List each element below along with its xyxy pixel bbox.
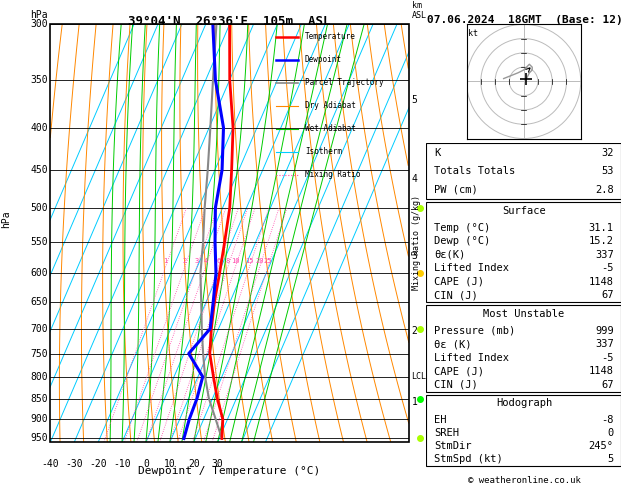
- Text: 900: 900: [30, 414, 48, 424]
- Text: 600: 600: [30, 268, 48, 278]
- Text: Lifted Index: Lifted Index: [434, 263, 509, 273]
- Text: 300: 300: [30, 19, 48, 29]
- Text: Dry Adiabat: Dry Adiabat: [305, 101, 356, 110]
- Text: 999: 999: [595, 326, 614, 336]
- Text: 400: 400: [30, 122, 48, 133]
- Text: 3: 3: [411, 251, 418, 261]
- Text: Mixing Ratio (g/kg): Mixing Ratio (g/kg): [412, 195, 421, 291]
- Text: 6: 6: [216, 258, 220, 264]
- Text: 20: 20: [255, 258, 264, 264]
- Text: Lifted Index: Lifted Index: [434, 353, 509, 363]
- Text: 1: 1: [164, 258, 167, 264]
- Text: θε (K): θε (K): [434, 339, 472, 349]
- Text: EH: EH: [434, 415, 447, 425]
- Text: 950: 950: [30, 434, 48, 444]
- Text: 5: 5: [608, 454, 614, 465]
- Text: 550: 550: [30, 237, 48, 247]
- Bar: [426, 143, 621, 199]
- Text: 67: 67: [601, 290, 614, 300]
- Text: -20: -20: [89, 459, 107, 469]
- Text: hPa: hPa: [30, 10, 48, 20]
- Text: 10: 10: [231, 258, 240, 264]
- Text: -5: -5: [601, 263, 614, 273]
- Bar: [426, 306, 621, 392]
- Text: Hodograph: Hodograph: [496, 399, 552, 408]
- Text: 31.1: 31.1: [589, 223, 614, 233]
- Text: 39°04'N  26°36'E  105m  ASL: 39°04'N 26°36'E 105m ASL: [128, 15, 331, 28]
- Text: Temperature: Temperature: [305, 33, 356, 41]
- Text: 25: 25: [264, 258, 272, 264]
- Text: K: K: [434, 148, 440, 157]
- Text: 1: 1: [411, 398, 418, 407]
- Text: Most Unstable: Most Unstable: [483, 309, 565, 319]
- Text: StmSpd (kt): StmSpd (kt): [434, 454, 503, 465]
- Text: 1148: 1148: [589, 277, 614, 287]
- Text: 650: 650: [30, 297, 48, 307]
- Text: 0: 0: [143, 459, 149, 469]
- Text: 3: 3: [194, 258, 199, 264]
- Text: 0: 0: [608, 428, 614, 438]
- Text: CIN (J): CIN (J): [434, 290, 478, 300]
- Text: 07.06.2024  18GMT  (Base: 12): 07.06.2024 18GMT (Base: 12): [427, 15, 623, 25]
- Text: PW (cm): PW (cm): [434, 185, 478, 195]
- Text: Pressure (mb): Pressure (mb): [434, 326, 516, 336]
- Text: 450: 450: [30, 165, 48, 175]
- Text: SREH: SREH: [434, 428, 459, 438]
- Text: 337: 337: [595, 339, 614, 349]
- Text: © weatheronline.co.uk: © weatheronline.co.uk: [467, 476, 581, 485]
- Text: 350: 350: [30, 75, 48, 85]
- Text: 2.8: 2.8: [595, 185, 614, 195]
- Text: 2: 2: [182, 258, 187, 264]
- Text: 5: 5: [411, 95, 418, 104]
- Text: Mixing Ratio: Mixing Ratio: [305, 170, 360, 179]
- Text: 15: 15: [245, 258, 253, 264]
- Text: 20: 20: [188, 459, 199, 469]
- Text: StmDir: StmDir: [434, 441, 472, 451]
- Text: kt: kt: [468, 29, 478, 37]
- Text: 4: 4: [411, 174, 418, 185]
- Text: 750: 750: [30, 348, 48, 359]
- Text: Temp (°C): Temp (°C): [434, 223, 491, 233]
- Text: -10: -10: [113, 459, 131, 469]
- Text: 245°: 245°: [589, 441, 614, 451]
- Text: -40: -40: [42, 459, 59, 469]
- Text: 32: 32: [601, 148, 614, 157]
- Text: -30: -30: [65, 459, 83, 469]
- Text: 15.2: 15.2: [589, 236, 614, 246]
- Text: 67: 67: [601, 380, 614, 390]
- Text: 337: 337: [595, 250, 614, 260]
- Text: 500: 500: [30, 203, 48, 213]
- Text: Dewpoint: Dewpoint: [305, 55, 342, 64]
- Text: 800: 800: [30, 372, 48, 382]
- Text: 10: 10: [164, 459, 175, 469]
- Text: CAPE (J): CAPE (J): [434, 366, 484, 376]
- Text: Wet Adiabat: Wet Adiabat: [305, 124, 356, 133]
- Text: 53: 53: [601, 166, 614, 176]
- Text: LCL: LCL: [411, 372, 426, 381]
- Text: Dewp (°C): Dewp (°C): [434, 236, 491, 246]
- Text: 8: 8: [226, 258, 230, 264]
- Text: km
ASL: km ASL: [411, 0, 426, 20]
- Text: CIN (J): CIN (J): [434, 380, 478, 390]
- Text: -8: -8: [601, 415, 614, 425]
- Text: θε(K): θε(K): [434, 250, 465, 260]
- Text: -5: -5: [601, 353, 614, 363]
- Text: hPa: hPa: [1, 210, 11, 227]
- Text: 700: 700: [30, 324, 48, 334]
- Text: Surface: Surface: [502, 206, 546, 216]
- Text: 30: 30: [212, 459, 223, 469]
- Text: 4: 4: [203, 258, 208, 264]
- Text: 850: 850: [30, 394, 48, 403]
- Text: Totals Totals: Totals Totals: [434, 166, 516, 176]
- Text: 2: 2: [411, 326, 418, 336]
- Text: CAPE (J): CAPE (J): [434, 277, 484, 287]
- Bar: [426, 395, 621, 466]
- Text: Dewpoint / Temperature (°C): Dewpoint / Temperature (°C): [138, 466, 321, 476]
- Bar: [426, 203, 621, 302]
- Text: Parcel Trajectory: Parcel Trajectory: [305, 78, 384, 87]
- Text: Isotherm: Isotherm: [305, 147, 342, 156]
- Text: 1148: 1148: [589, 366, 614, 376]
